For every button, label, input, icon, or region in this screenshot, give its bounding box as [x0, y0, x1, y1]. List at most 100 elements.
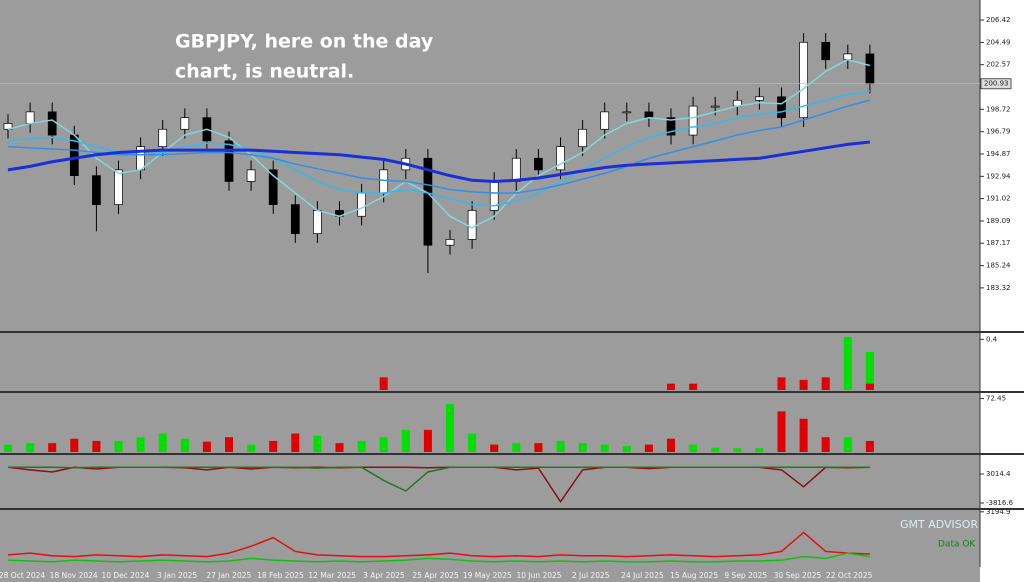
x-tick-label: 19 May 2025	[463, 571, 512, 580]
bar	[689, 383, 698, 390]
candle-body	[357, 192, 366, 217]
bar	[667, 438, 675, 452]
candle-body	[688, 105, 698, 136]
y-tick-label: 187.17	[986, 239, 1011, 247]
bar	[114, 440, 123, 452]
plot-background	[0, 0, 980, 582]
bar	[578, 443, 587, 452]
candle-body	[578, 128, 587, 148]
x-tick-label: 10 Jun 2025	[516, 571, 561, 580]
bar	[490, 444, 499, 452]
x-tick-label: 9 Sep 2025	[724, 571, 767, 580]
bar	[379, 377, 388, 390]
bar	[158, 433, 167, 452]
indicator-line	[7, 552, 871, 563]
x-tick-label: 2 Jul 2025	[572, 571, 610, 580]
y-tick-label: 192.94	[986, 172, 1011, 180]
y-tick-label: 185.24	[986, 262, 1011, 270]
bar	[644, 444, 653, 452]
x-tick-label: 3 Jan 2025	[157, 571, 197, 580]
bar	[777, 377, 786, 390]
bar	[468, 433, 477, 452]
candle-body	[666, 117, 676, 136]
bar	[202, 441, 211, 452]
bar	[26, 443, 35, 452]
y-tick-label: -3816.6	[986, 499, 1014, 507]
bar	[600, 444, 609, 452]
bar	[92, 440, 101, 452]
bar	[4, 444, 12, 452]
x-tick-label: 24 Jul 2025	[621, 571, 664, 580]
price-axis	[980, 0, 1024, 582]
y-tick-label: 183.32	[986, 284, 1011, 292]
y-tick-label: 202.57	[986, 61, 1011, 69]
candle-body	[865, 53, 875, 85]
y-tick-label: 206.42	[986, 16, 1011, 24]
bar	[313, 435, 322, 452]
bar	[335, 443, 344, 452]
bar	[622, 446, 631, 452]
x-tick-label: 27 Jan 2025	[206, 571, 251, 580]
indicator-line	[7, 531, 870, 558]
candle-body	[821, 41, 831, 61]
bar	[843, 437, 852, 452]
status-label: Data OK	[938, 540, 976, 550]
bar	[667, 383, 675, 390]
x-tick-label: 30 Sep 2025	[774, 571, 822, 580]
bar	[689, 444, 698, 452]
candle-body	[511, 157, 521, 182]
indicator-label: GMT ADVISOR	[900, 518, 978, 531]
moving-average	[7, 140, 871, 183]
bar	[136, 437, 145, 452]
bar	[534, 443, 543, 452]
y-tick-label: 194.87	[986, 150, 1011, 158]
bar	[821, 437, 830, 452]
candle-body	[3, 123, 13, 130]
candle-body	[799, 41, 808, 119]
x-tick-label: 18 Nov 2024	[50, 571, 98, 580]
moving-average	[7, 58, 871, 229]
bar	[865, 352, 874, 390]
bar	[799, 379, 808, 390]
bar	[755, 448, 764, 452]
x-tick-label: 28 Oct 2024	[0, 571, 45, 580]
candle-body	[246, 169, 256, 182]
y-tick-label: 3194.9	[986, 508, 1011, 516]
bar	[423, 429, 432, 452]
y-tick-label: 72.45	[986, 395, 1006, 403]
candle-body	[224, 140, 234, 182]
candle-body	[47, 111, 57, 136]
candle-body	[423, 157, 433, 246]
bar	[799, 418, 808, 452]
x-tick-label: 15 Aug 2025	[670, 571, 718, 580]
y-tick-label: 191.02	[986, 195, 1011, 203]
x-tick-label: 3 Apr 2025	[363, 571, 405, 580]
bar	[180, 438, 189, 452]
bar	[843, 336, 852, 390]
candle-body	[556, 146, 565, 171]
candle-body	[25, 111, 35, 124]
candle-body	[313, 210, 322, 234]
bar	[48, 443, 57, 452]
bar	[269, 440, 278, 452]
x-tick-label: 10 Dec 2024	[101, 571, 149, 580]
y-tick-label: 204.49	[986, 38, 1011, 46]
y-tick-label: 198.72	[986, 105, 1011, 113]
candle-body	[158, 128, 168, 148]
candle-body	[180, 117, 190, 130]
annotation: GBPJPY, here on the day	[175, 31, 434, 53]
bar	[821, 377, 830, 390]
bar	[291, 433, 300, 452]
x-tick-label: 22 Oct 2025	[826, 571, 873, 580]
bar	[446, 404, 454, 452]
candle-body	[755, 96, 764, 101]
candle-body	[92, 175, 101, 205]
moving-average	[7, 99, 871, 194]
bar	[865, 383, 874, 390]
y-tick-label: 189.09	[986, 217, 1011, 225]
candle-body	[843, 53, 853, 61]
current-price-label: 200.93	[984, 80, 1009, 88]
bar	[512, 443, 521, 452]
bar	[711, 447, 720, 452]
